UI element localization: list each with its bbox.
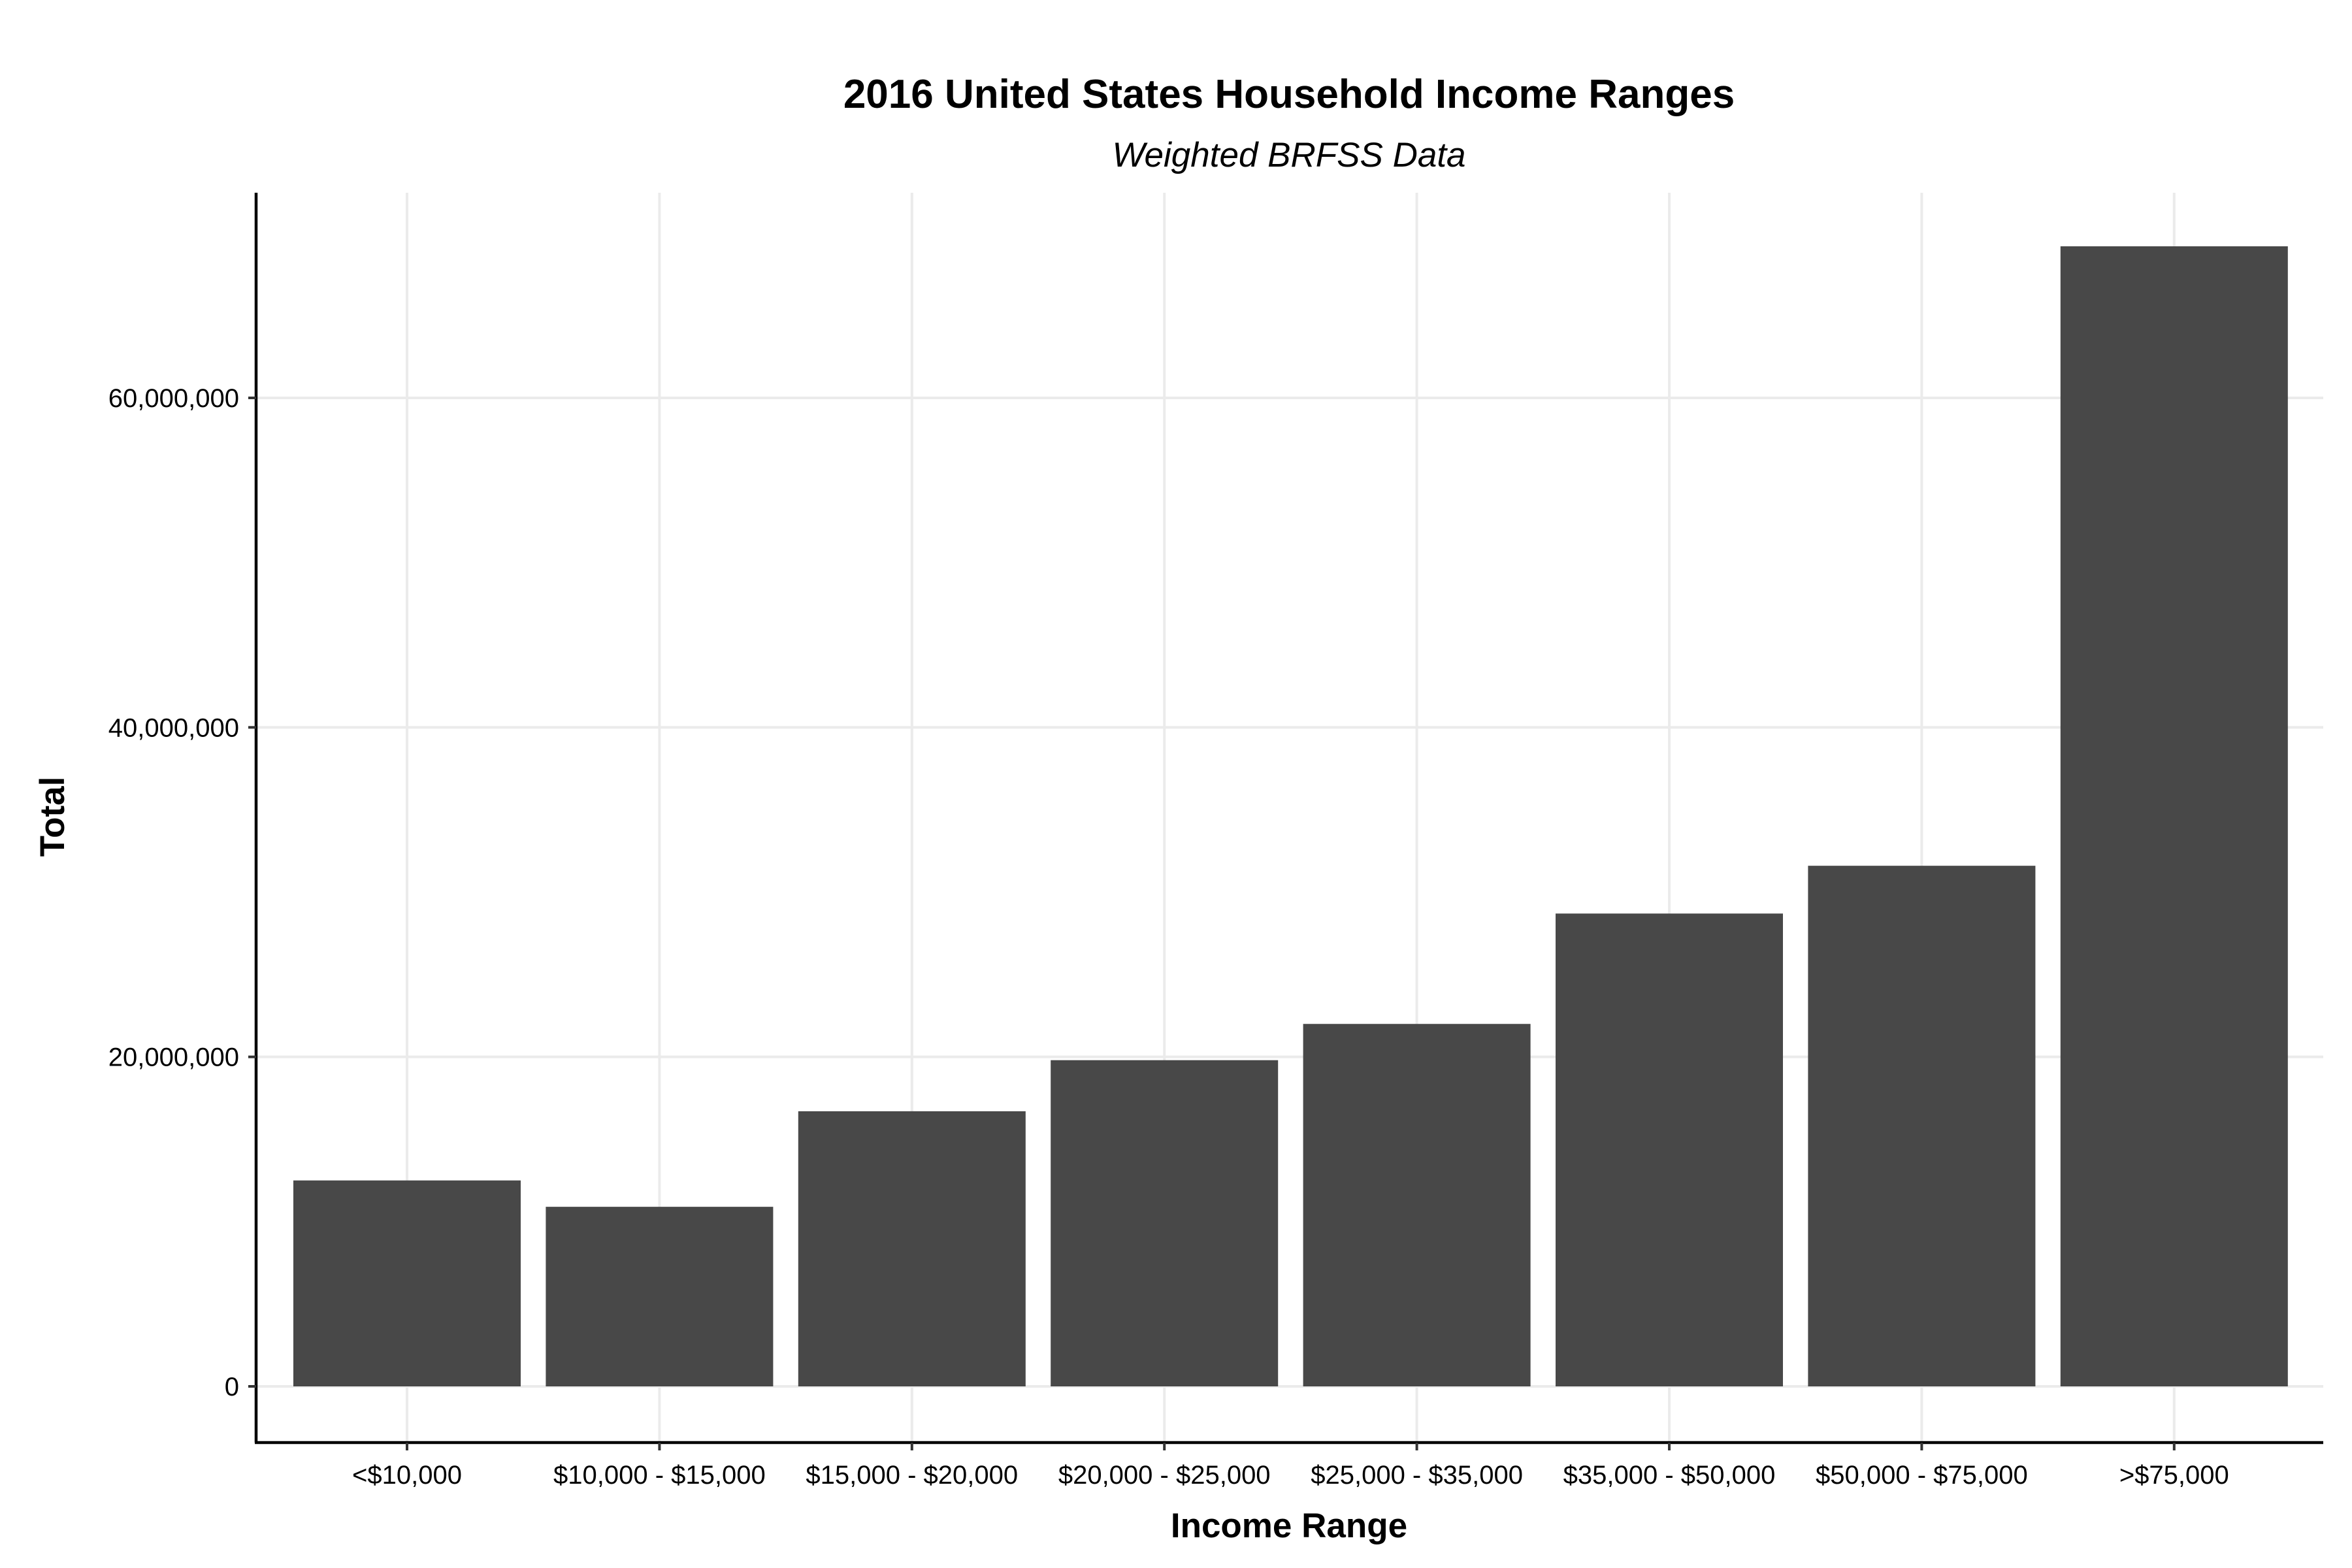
chart-title: 2016 United States Household Income Rang… xyxy=(843,72,1735,117)
y-tick-label: 60,000,000 xyxy=(108,384,239,413)
axes xyxy=(254,193,2323,1445)
bar xyxy=(546,1207,774,1386)
x-tick-label: <$10,000 xyxy=(352,1461,462,1490)
x-tick-label: $20,000 - $25,000 xyxy=(1058,1461,1271,1490)
x-axis-title: Income Range xyxy=(1171,1507,1407,1545)
y-axis-ticks: 0 20,000,000 40,000,000 60,000,000 xyxy=(108,384,256,1401)
bar xyxy=(1051,1060,1279,1386)
bar xyxy=(293,1180,521,1386)
bar xyxy=(1303,1024,1531,1386)
bars xyxy=(293,246,2288,1387)
x-tick-label: $15,000 - $20,000 xyxy=(806,1461,1018,1490)
bar xyxy=(798,1111,1026,1386)
y-tick-label: 40,000,000 xyxy=(108,713,239,742)
y-tick-label: 20,000,000 xyxy=(108,1043,239,1072)
x-tick-label: $10,000 - $15,000 xyxy=(553,1461,766,1490)
y-axis-title: Total xyxy=(33,777,72,857)
chart-subtitle: Weighted BRFSS Data xyxy=(1112,136,1465,174)
bar xyxy=(1556,913,1783,1386)
bar xyxy=(1808,866,2036,1386)
y-tick-label: 0 xyxy=(225,1373,239,1401)
x-tick-label: $35,000 - $50,000 xyxy=(1563,1461,1776,1490)
x-tick-label: $25,000 - $35,000 xyxy=(1311,1461,1523,1490)
bar xyxy=(2060,246,2288,1387)
x-tick-label: $50,000 - $75,000 xyxy=(1816,1461,2028,1490)
x-axis-ticks: <$10,000 $10,000 - $15,000 $15,000 - $20,0… xyxy=(352,1443,2229,1490)
x-tick-label: >$75,000 xyxy=(2119,1461,2229,1490)
